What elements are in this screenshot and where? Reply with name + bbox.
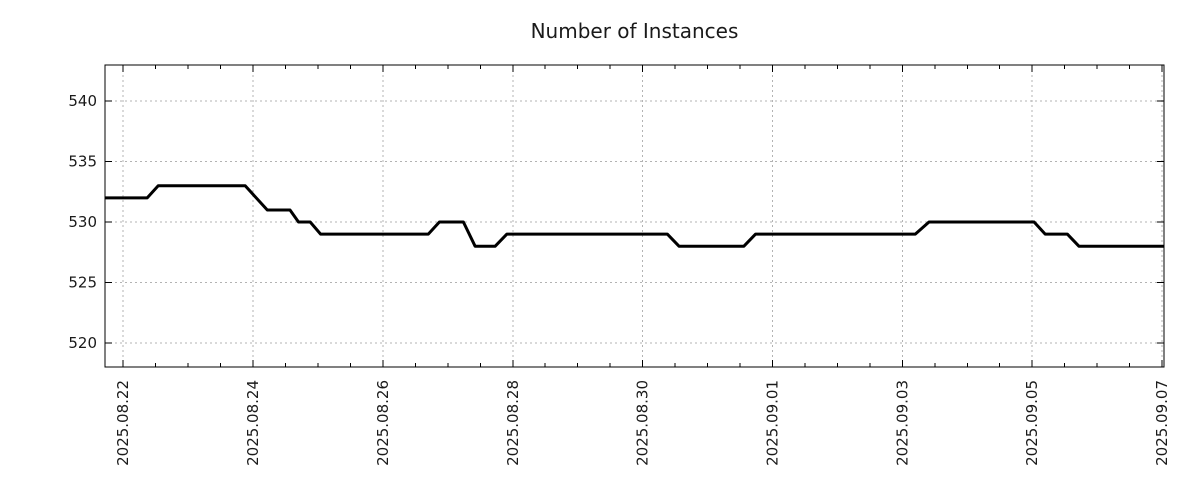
svg-text:2025.08.24: 2025.08.24 [244, 380, 262, 466]
svg-text:2025.08.28: 2025.08.28 [504, 380, 522, 466]
svg-text:530: 530 [68, 213, 97, 231]
svg-text:520: 520 [68, 334, 97, 352]
svg-text:2025.09.05: 2025.09.05 [1023, 380, 1041, 466]
y-tick-labels: 520 525 530 535 540 [68, 92, 97, 352]
chart-title: Number of Instances [531, 19, 739, 43]
svg-text:2025.08.30: 2025.08.30 [634, 380, 652, 466]
svg-text:535: 535 [68, 153, 97, 171]
svg-text:525: 525 [68, 273, 97, 291]
svg-text:2025.08.26: 2025.08.26 [374, 380, 392, 466]
svg-text:540: 540 [68, 92, 97, 110]
svg-text:2025.09.07: 2025.09.07 [1153, 380, 1171, 466]
svg-text:2025.09.03: 2025.09.03 [893, 380, 911, 466]
axis-ticks [105, 65, 1164, 367]
grid-lines [105, 65, 1164, 367]
svg-text:2025.08.22: 2025.08.22 [114, 380, 132, 466]
plot-border [104, 64, 1165, 368]
x-tick-labels: 2025.08.22 2025.08.24 2025.08.26 2025.08.28… [114, 380, 1171, 466]
svg-text:2025.09.01: 2025.09.01 [763, 380, 781, 466]
series-line [105, 184, 1164, 248]
